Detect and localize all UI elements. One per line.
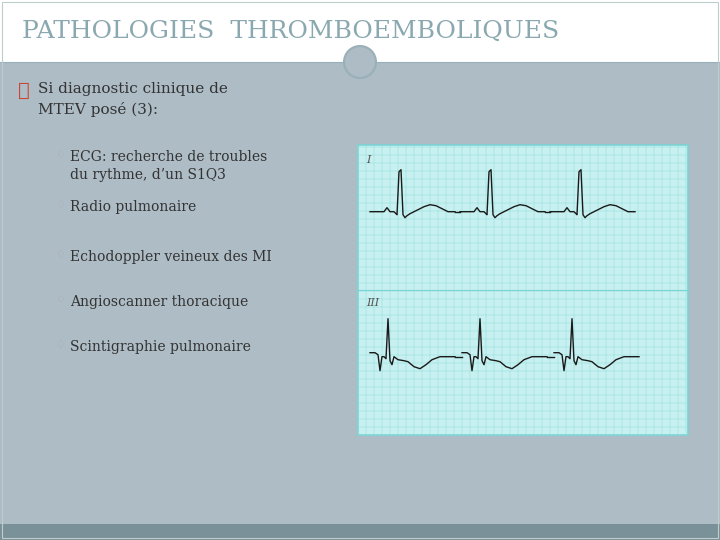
Bar — [0, 524, 720, 540]
Text: III: III — [366, 298, 379, 308]
Text: I: I — [366, 155, 370, 165]
Text: ♢: ♢ — [55, 200, 65, 210]
Text: PATHOLOGIES  THROMBOEMBOLIQUES: PATHOLOGIES THROMBOEMBOLIQUES — [22, 19, 559, 43]
Text: ♢: ♢ — [55, 150, 65, 160]
Text: ♢: ♢ — [55, 295, 65, 305]
Text: Angioscanner thoracique: Angioscanner thoracique — [70, 295, 248, 309]
Text: Echodoppler veineux des MI: Echodoppler veineux des MI — [70, 250, 271, 264]
Text: ECG: recherche de troubles
du rythme, d’un S1Q3: ECG: recherche de troubles du rythme, d’… — [70, 150, 267, 183]
Bar — [358, 145, 688, 435]
Circle shape — [344, 46, 376, 78]
Text: Si diagnostic clinique de
MTEV posé (3):: Si diagnostic clinique de MTEV posé (3): — [38, 82, 228, 117]
Text: Radio pulmonaire: Radio pulmonaire — [70, 200, 197, 214]
Text: ♾: ♾ — [18, 82, 30, 100]
Text: ♢: ♢ — [55, 340, 65, 350]
Text: Scintigraphie pulmonaire: Scintigraphie pulmonaire — [70, 340, 251, 354]
Text: ♢: ♢ — [55, 250, 65, 260]
Bar — [0, 0, 720, 62]
